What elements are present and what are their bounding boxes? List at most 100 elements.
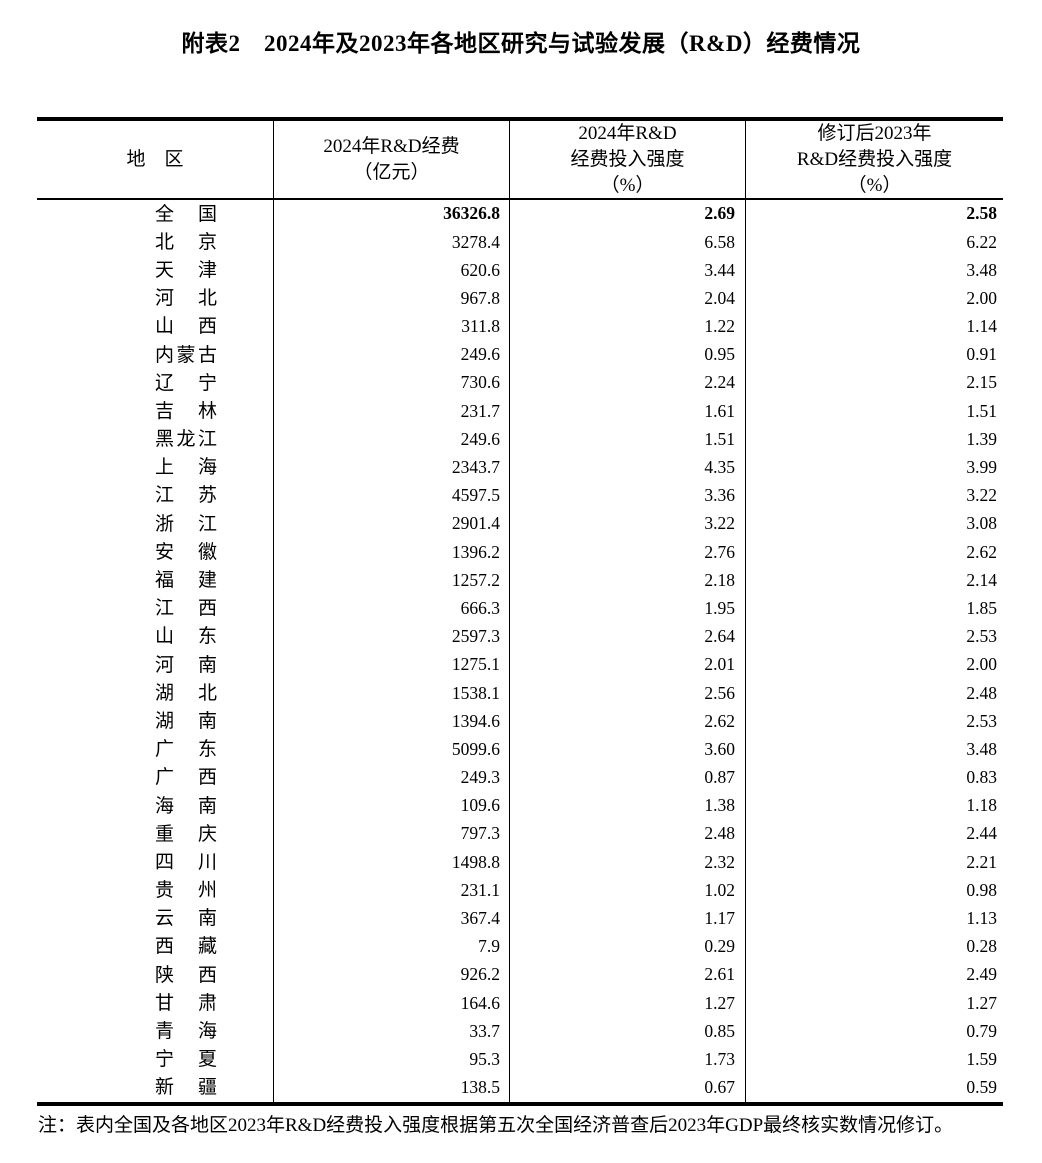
value-2023-revised-intensity: 2.00 [745,284,1003,313]
value-2024-intensity: 0.85 [509,1017,745,1046]
table-row: 河北 967.8 2.04 2.00 [37,284,1003,313]
region-name: 宁夏 [155,1049,217,1071]
page-title: 附表2 2024年及2023年各地区研究与试验发展（R&D）经费情况 [181,31,861,56]
table-row: 宁夏 95.3 1.73 1.59 [37,1045,1003,1074]
value-2023-revised-intensity: 2.58 [745,200,1003,229]
value-2024-intensity: 4.35 [509,453,745,482]
region-name: 重庆 [155,823,217,845]
region-cell: 河北 [37,285,273,313]
value-2024-expenditure: 4597.5 [273,481,509,511]
value-2024-expenditure: 311.8 [273,312,509,341]
region-name: 上海 [155,457,217,479]
region-cell: 全国 [37,200,273,228]
value-2023-revised-intensity: 3.48 [745,735,1003,764]
document-page: 附表2 2024年及2023年各地区研究与试验发展（R&D）经费情况 地 区 2… [0,27,1042,1163]
value-2024-expenditure: 926.2 [273,961,509,990]
value-2024-expenditure: 249.3 [273,763,509,792]
value-2024-expenditure: 2343.7 [273,453,509,482]
table-row: 青海 33.7 0.85 0.79 [37,1017,1003,1046]
table-row: 全国 36326.8 2.69 2.58 [37,200,1003,229]
value-2024-expenditure: 138.5 [273,1073,509,1102]
table-row: 天津 620.6 3.44 3.48 [37,256,1003,285]
table-row: 江苏 4597.5 3.36 3.22 [37,481,1003,511]
value-2024-intensity: 2.56 [509,679,745,708]
region-cell: 四川 [37,848,273,876]
value-2023-revised-intensity: 2.00 [745,651,1003,680]
value-2024-intensity: 2.62 [509,707,745,736]
table-row: 浙江 2901.4 3.22 3.08 [37,510,1003,539]
table-row: 福建 1257.2 2.18 2.14 [37,566,1003,595]
table-row: 内蒙古 249.6 0.95 0.91 [37,340,1003,370]
region-name: 新疆 [155,1077,217,1099]
value-2024-expenditure: 1538.1 [273,679,509,708]
value-2024-intensity: 1.38 [509,791,745,821]
value-2024-expenditure: 3278.4 [273,228,509,257]
region-name: 山西 [155,316,217,338]
region-cell: 广东 [37,736,273,764]
value-2023-revised-intensity: 1.18 [745,791,1003,821]
region-name: 贵州 [155,880,217,902]
value-2024-intensity: 3.44 [509,256,745,285]
table-row: 海南 109.6 1.38 1.18 [37,791,1003,821]
region-name: 河南 [155,654,217,676]
value-2024-intensity: 2.76 [509,538,745,567]
value-2023-revised-intensity: 2.62 [745,538,1003,567]
region-cell: 广西 [37,764,273,792]
region-cell: 山东 [37,623,273,651]
value-2023-revised-intensity: 1.85 [745,594,1003,623]
region-cell: 湖南 [37,707,273,735]
region-cell: 安徽 [37,538,273,566]
column-header-2024-expenditure: 2024年R&D经费 （亿元） [273,121,509,199]
value-2024-intensity: 3.36 [509,481,745,511]
value-2024-expenditure: 249.6 [273,425,509,454]
region-name: 全国 [155,203,217,225]
region-name: 广东 [155,739,217,761]
table-row: 山东 2597.3 2.64 2.53 [37,622,1003,651]
value-2023-revised-intensity: 0.91 [745,340,1003,370]
value-2024-expenditure: 36326.8 [273,200,509,229]
value-2023-revised-intensity: 1.14 [745,312,1003,341]
table-row: 河南 1275.1 2.01 2.00 [37,651,1003,680]
value-2024-intensity: 0.29 [509,932,745,962]
value-2024-expenditure: 164.6 [273,989,509,1018]
value-2024-intensity: 1.22 [509,312,745,341]
table-row: 广西 249.3 0.87 0.83 [37,763,1003,792]
region-cell: 湖北 [37,679,273,707]
value-2024-expenditure: 249.6 [273,340,509,370]
table-row: 辽宁 730.6 2.24 2.15 [37,369,1003,398]
region-name: 北京 [155,231,217,253]
region-cell: 上海 [37,454,273,482]
value-2024-intensity: 2.18 [509,566,745,595]
column-header-region: 地 区 [126,149,184,170]
value-2024-intensity: 2.48 [509,820,745,849]
region-cell: 吉林 [37,397,273,425]
value-2024-expenditure: 620.6 [273,256,509,285]
column-header-2023-revised-intensity: 修订后2023年 R&D经费投入强度 （%） [745,121,1003,199]
table-row: 西藏 7.9 0.29 0.28 [37,932,1003,962]
value-2024-expenditure: 797.3 [273,820,509,849]
region-cell: 贵州 [37,877,273,905]
region-name: 内蒙古 [155,344,217,366]
value-2024-intensity: 3.60 [509,735,745,764]
region-cell: 云南 [37,905,273,933]
value-2024-intensity: 6.58 [509,228,745,257]
value-2024-expenditure: 231.7 [273,397,509,426]
region-cell: 重庆 [37,820,273,848]
table-row: 四川 1498.8 2.32 2.21 [37,848,1003,877]
region-cell: 宁夏 [37,1046,273,1074]
region-cell: 新疆 [37,1074,273,1102]
region-cell: 黑龙江 [37,426,273,454]
value-2024-intensity: 2.61 [509,961,745,990]
region-cell: 陕西 [37,961,273,989]
region-cell: 海南 [37,792,273,820]
value-2024-intensity: 0.95 [509,340,745,370]
value-2023-revised-intensity: 2.53 [745,707,1003,736]
region-cell: 江西 [37,595,273,623]
value-2024-expenditure: 109.6 [273,791,509,821]
value-2023-revised-intensity: 1.27 [745,989,1003,1018]
table-row: 北京 3278.4 6.58 6.22 [37,228,1003,257]
region-cell: 天津 [37,256,273,284]
value-2024-intensity: 1.27 [509,989,745,1018]
region-cell: 辽宁 [37,369,273,397]
region-cell: 内蒙古 [37,341,273,369]
